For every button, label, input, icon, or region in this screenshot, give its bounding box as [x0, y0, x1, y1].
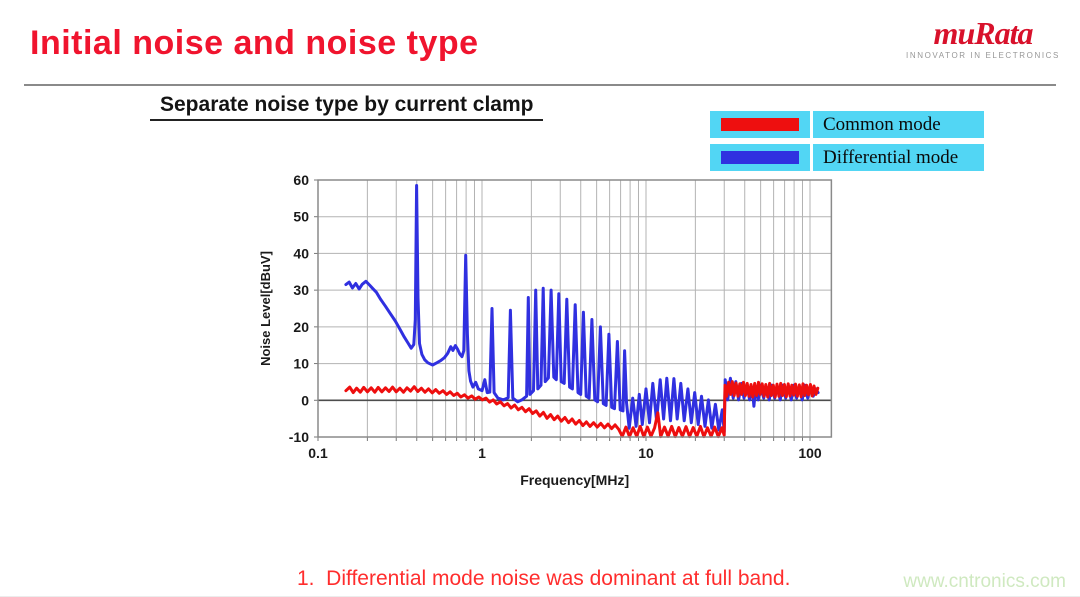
noise-chart: -10 0 10 20 30 40 50 60 0.1 1 10 100 Frequency[MHz] N…: [250, 165, 880, 495]
murata-logo: muRata INNOVATOR IN ELECTRONICS: [906, 16, 1060, 60]
svg-text:0.1: 0.1: [308, 445, 328, 461]
legend-swatch-cell: [710, 144, 810, 171]
noise-chart-svg: -10 0 10 20 30 40 50 60 0.1 1 10 100 Frequency[MHz] N…: [258, 172, 833, 488]
svg-text:10: 10: [638, 445, 654, 461]
legend-label: Common mode: [813, 111, 984, 138]
common-mode-swatch: [721, 118, 799, 131]
header-divider: [24, 84, 1056, 86]
svg-text:-10: -10: [289, 429, 309, 445]
legend: Common mode Differential mode: [710, 111, 984, 177]
watermark: www.cntronics.com: [903, 571, 1066, 592]
svg-text:20: 20: [293, 319, 309, 335]
differential-mode-swatch: [721, 151, 799, 164]
chart-subtitle: Separate noise type by current clamp: [150, 93, 544, 121]
murata-tagline: INNOVATOR IN ELECTRONICS: [906, 51, 1060, 60]
page-title: Initial noise and noise type: [30, 24, 479, 62]
svg-text:10: 10: [293, 356, 309, 372]
svg-text:1: 1: [478, 445, 486, 461]
murata-logo-text: muRata: [933, 15, 1034, 51]
svg-text:50: 50: [293, 209, 309, 225]
svg-text:100: 100: [798, 445, 822, 461]
legend-label: Differential mode: [813, 144, 984, 171]
note-line-1: 1. Differential mode noise was dominant …: [297, 567, 791, 590]
svg-text:0: 0: [301, 392, 309, 408]
legend-item-common-mode: Common mode: [710, 111, 984, 138]
legend-swatch-cell: [710, 111, 810, 138]
legend-item-differential-mode: Differential mode: [710, 144, 984, 171]
svg-text:60: 60: [293, 172, 309, 188]
svg-text:Frequency[MHz]: Frequency[MHz]: [520, 472, 629, 488]
svg-text:Noise Level[dBuV]: Noise Level[dBuV]: [258, 251, 273, 366]
conclusion-notes: 1. Differential mode noise was dominant …: [297, 509, 790, 597]
svg-text:40: 40: [293, 245, 309, 261]
svg-text:30: 30: [293, 282, 309, 298]
